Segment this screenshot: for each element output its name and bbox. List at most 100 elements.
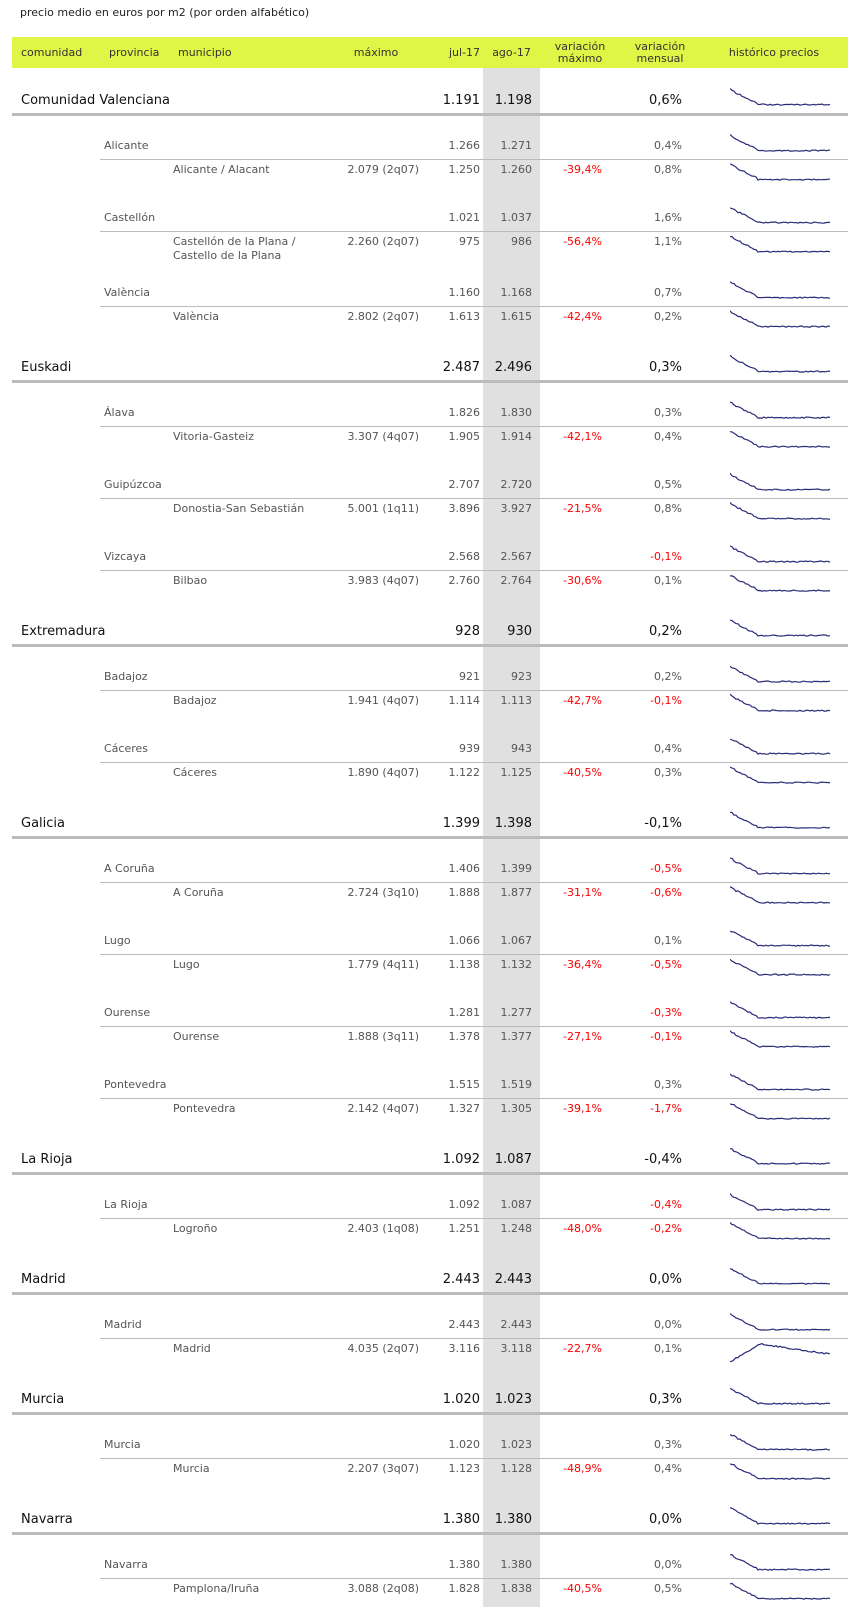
price-history-sparkline <box>730 542 834 566</box>
spacer <box>700 455 848 470</box>
maximo-value: 1.888 (3q11) <box>330 1027 422 1056</box>
historico <box>700 278 848 307</box>
spacer <box>100 382 169 399</box>
jul-value: 2.707 <box>422 470 483 499</box>
jul-value: 939 <box>422 734 483 763</box>
var-max: -40,5% <box>540 1579 620 1607</box>
empty <box>12 131 100 160</box>
ago-value: 1.380 <box>483 1487 540 1534</box>
spacer <box>540 983 620 998</box>
price-history-sparkline <box>730 883 834 907</box>
empty <box>100 1219 169 1248</box>
spacer <box>483 1294 540 1311</box>
jul-value: 1.020 <box>422 1430 483 1459</box>
var-mensual: -0,1% <box>620 1027 700 1056</box>
spacer <box>422 983 483 998</box>
ago-value: 923 <box>483 662 540 691</box>
sparkline-line <box>730 473 830 490</box>
empty <box>12 1099 100 1128</box>
spacer <box>700 1294 848 1311</box>
maximo-value: 2.724 (3q10) <box>330 883 422 912</box>
empty <box>100 1579 169 1607</box>
empty <box>100 691 169 720</box>
price-history-sparkline <box>730 1027 834 1051</box>
community-name: Comunidad Valenciana <box>12 68 100 115</box>
var-mensual: 0,4% <box>620 734 700 763</box>
spacer <box>169 527 330 542</box>
province-name: Ourense <box>100 998 169 1027</box>
empty <box>12 998 100 1027</box>
maximo-value: 5.001 (1q11) <box>330 499 422 528</box>
historico <box>700 763 848 792</box>
historico <box>700 926 848 955</box>
historico <box>700 955 848 984</box>
sparkline-line <box>730 402 830 418</box>
jul-value: 1.380 <box>422 1487 483 1534</box>
historico <box>700 232 848 264</box>
spacer <box>483 646 540 663</box>
spacer <box>700 1174 848 1191</box>
spacer <box>483 115 540 132</box>
historico <box>700 1190 848 1219</box>
var-max: -48,9% <box>540 1459 620 1488</box>
spacer <box>169 838 330 855</box>
community-name: Extremadura <box>12 599 100 646</box>
empty <box>169 1190 330 1219</box>
spacer <box>169 263 330 278</box>
historico <box>700 1430 848 1459</box>
empty <box>12 883 100 912</box>
spacer <box>422 1055 483 1070</box>
sparkline-line <box>730 620 830 636</box>
empty <box>12 763 100 792</box>
empty <box>100 1127 169 1174</box>
spacer <box>330 911 422 926</box>
empty <box>169 998 330 1027</box>
spacer <box>330 1174 422 1191</box>
empty <box>540 1247 620 1294</box>
jul-value: 1.281 <box>422 998 483 1027</box>
historico <box>700 335 848 382</box>
jul-value: 1.122 <box>422 763 483 792</box>
spacer <box>700 527 848 542</box>
spacer <box>12 646 100 663</box>
empty <box>12 1550 100 1579</box>
spacer <box>169 188 330 203</box>
jul-value: 1.138 <box>422 955 483 984</box>
spacer <box>12 911 100 926</box>
empty <box>169 854 330 883</box>
empty <box>540 203 620 232</box>
sparkline-line <box>730 1464 830 1479</box>
empty <box>100 763 169 792</box>
sparkline-line <box>730 666 830 682</box>
municipality-name: Lugo <box>169 955 330 984</box>
spacer <box>169 1055 330 1070</box>
empty <box>540 734 620 763</box>
jul-value: 1.266 <box>422 131 483 160</box>
var-mensual: -0,1% <box>620 691 700 720</box>
empty <box>100 1339 169 1368</box>
price-history-sparkline <box>730 734 834 758</box>
empty <box>330 278 422 307</box>
jul-value: 1.114 <box>422 691 483 720</box>
municipality-name: Vitoria-Gasteiz <box>169 427 330 456</box>
empty <box>12 232 100 264</box>
empty <box>330 203 422 232</box>
var-mensual: 0,0% <box>620 1310 700 1339</box>
sparkline-line <box>730 1002 830 1018</box>
spacer <box>422 838 483 855</box>
historico <box>700 1127 848 1174</box>
historico <box>700 398 848 427</box>
maximo-value: 3.088 (2q08) <box>330 1579 422 1607</box>
spacer <box>620 1294 700 1311</box>
price-history-sparkline <box>730 616 834 640</box>
historico <box>700 1339 848 1368</box>
ago-value: 1.132 <box>483 955 540 984</box>
spacer-row <box>12 1174 848 1191</box>
var-mensual: 0,0% <box>620 1550 700 1579</box>
spacer <box>330 115 422 132</box>
